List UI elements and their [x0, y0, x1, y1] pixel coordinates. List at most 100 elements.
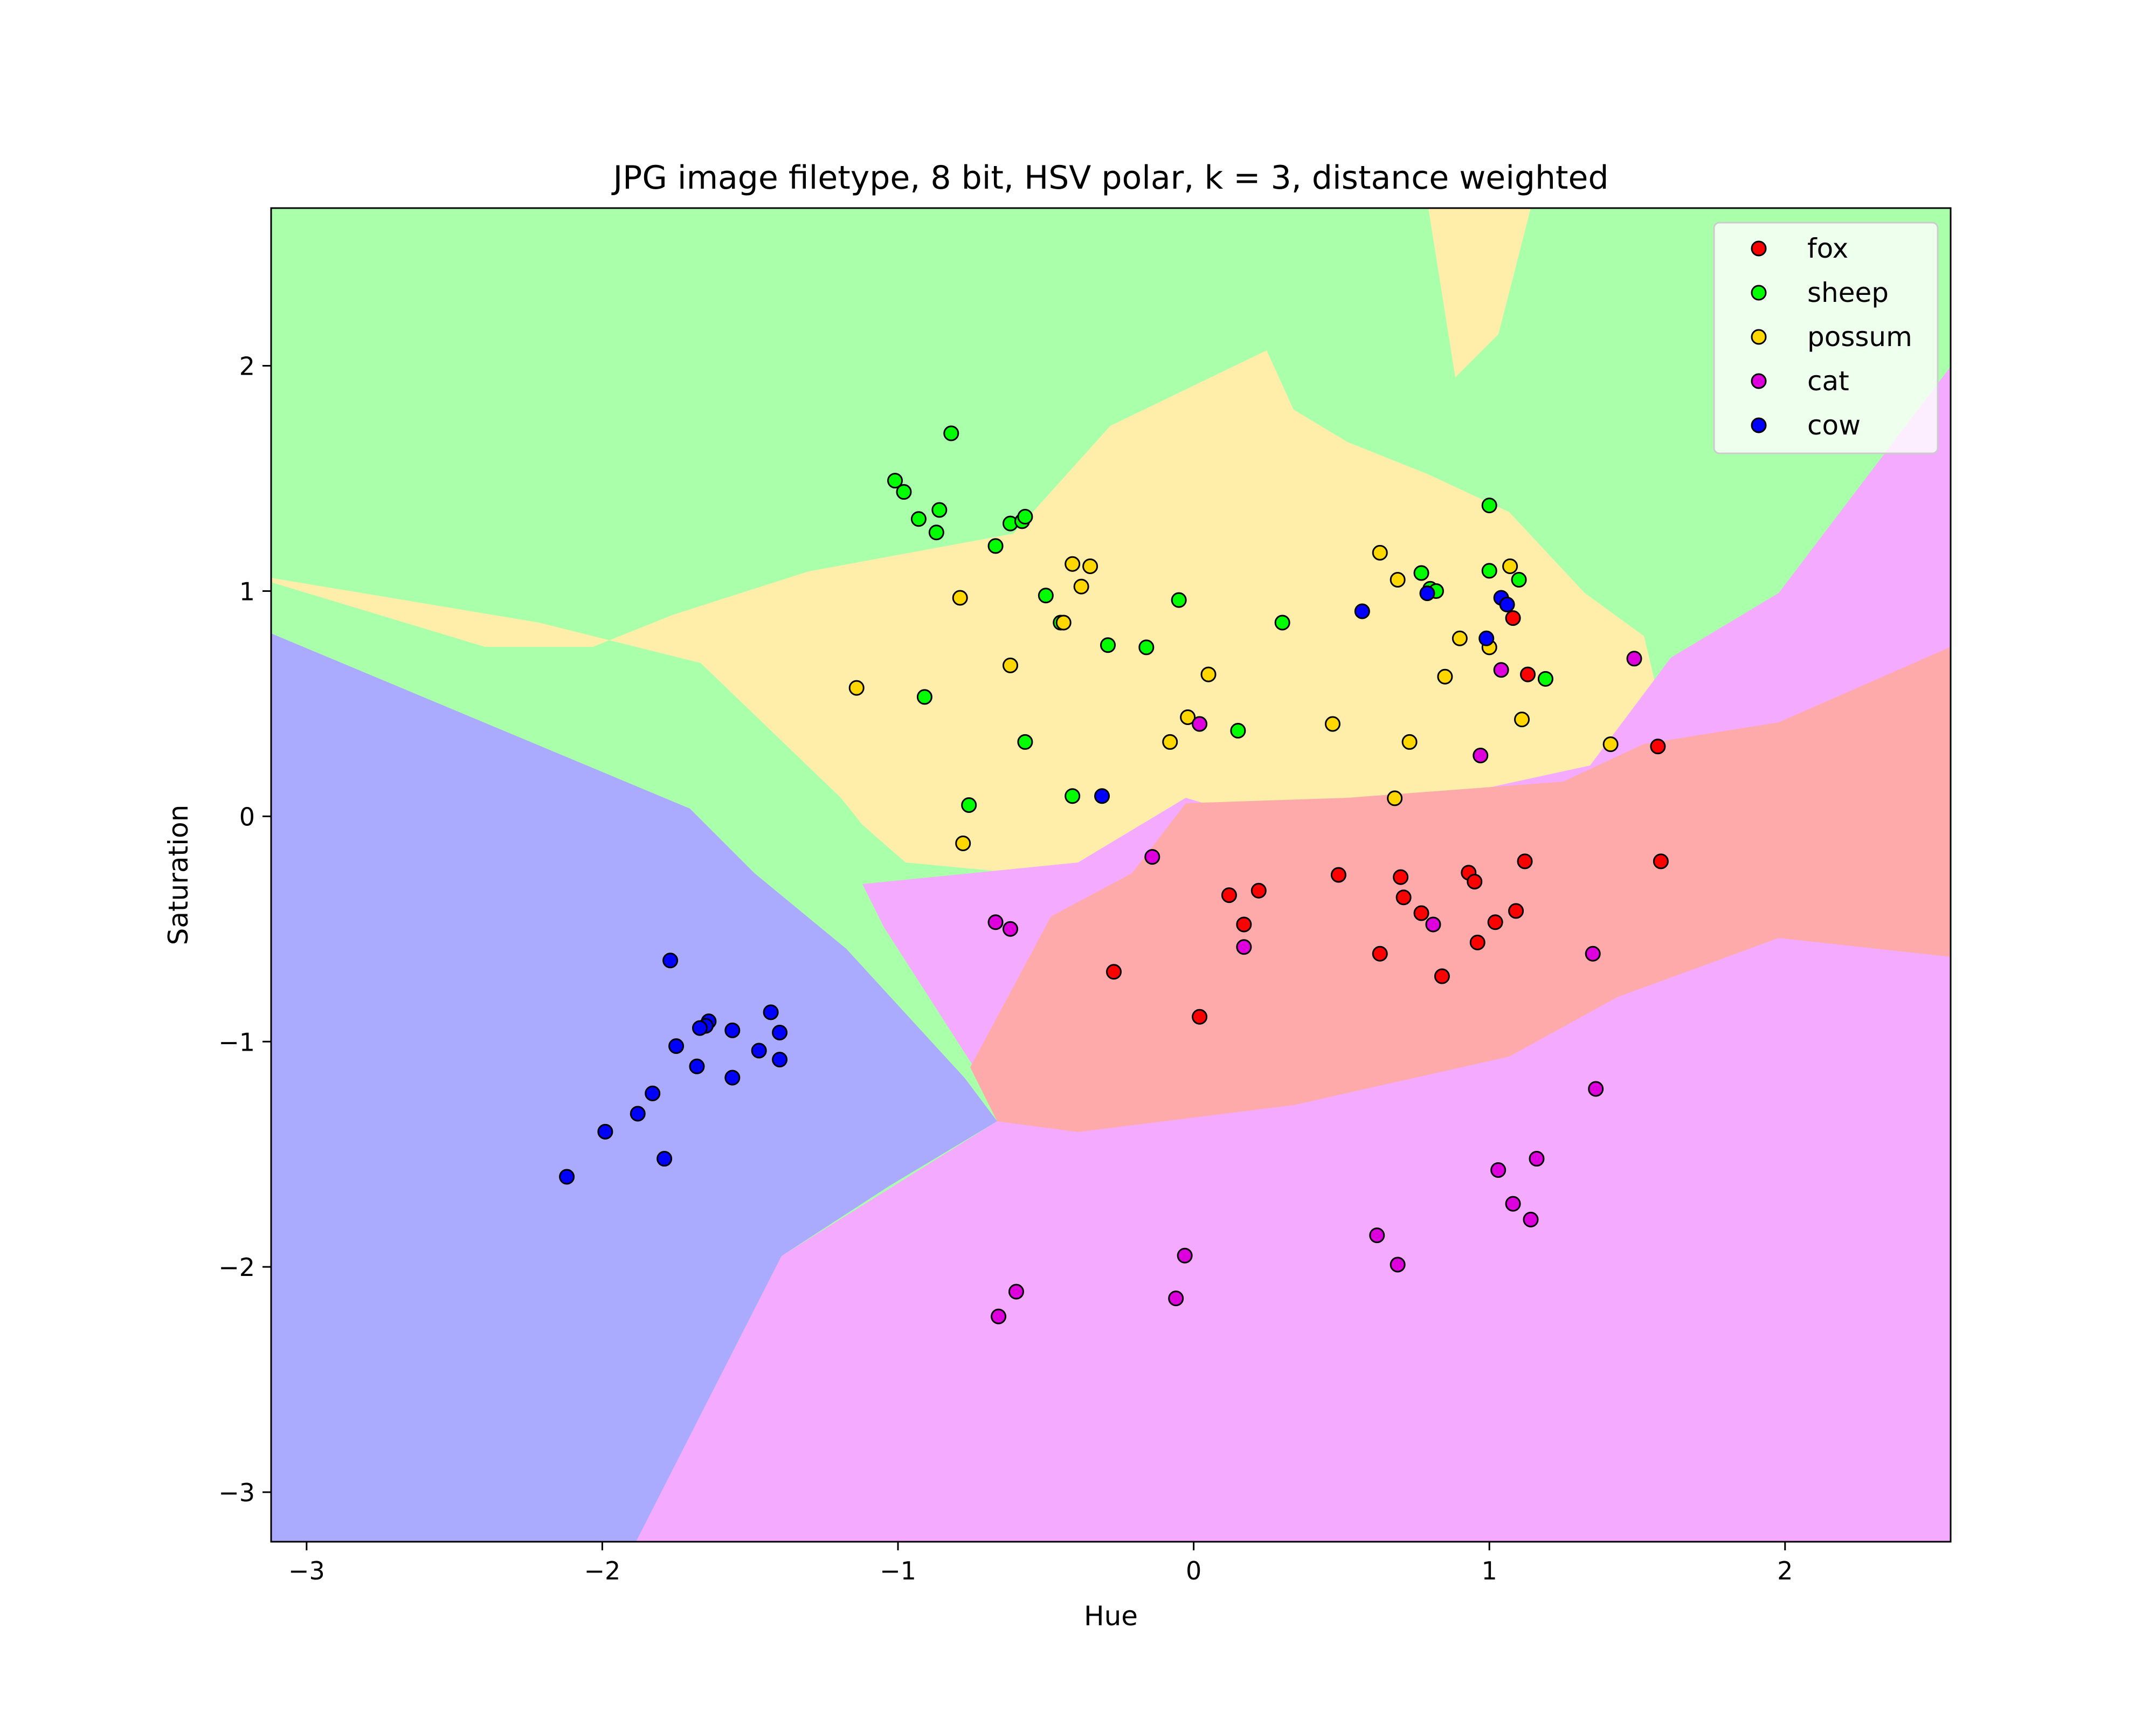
point-possum	[1082, 558, 1098, 574]
point-cat	[1585, 946, 1601, 962]
point-possum	[1437, 668, 1453, 685]
x-tick-label: 1	[1482, 1556, 1497, 1585]
legend-marker-fox	[1751, 240, 1767, 257]
point-possum	[1502, 558, 1518, 574]
point-sheep	[1017, 509, 1033, 525]
point-sheep	[1511, 572, 1527, 588]
point-cow	[751, 1043, 767, 1059]
point-fox	[1250, 882, 1267, 899]
point-fox	[1236, 916, 1252, 933]
point-cow	[657, 1151, 673, 1167]
axes: −3 −2 −1 0 1 2 −3 −2 −1 0 1 2	[218, 352, 1793, 1585]
plot-frame	[270, 207, 1952, 1543]
point-sheep	[910, 511, 927, 527]
y-axis-label: Saturation	[163, 805, 194, 946]
point-fox	[1650, 739, 1666, 755]
region-possum	[271, 350, 1671, 879]
x-tick-label: −3	[288, 1556, 325, 1585]
data-points	[559, 425, 1669, 1324]
point-fox	[1105, 964, 1122, 980]
point-cow	[630, 1106, 646, 1122]
chart-title: JPG image filetype, 8 bit, HSV polar, k …	[611, 159, 1608, 197]
point-sheep	[1274, 615, 1290, 631]
legend-marker-sheep	[1751, 285, 1767, 301]
point-sheep	[961, 797, 977, 813]
point-sheep	[1017, 734, 1033, 750]
region-fox	[970, 647, 1951, 1132]
point-possum	[1180, 709, 1196, 725]
point-possum	[952, 590, 968, 606]
point-fox	[1393, 869, 1409, 885]
point-possum	[1200, 666, 1217, 682]
point-fox	[1221, 887, 1237, 903]
x-tick-label: 0	[1186, 1556, 1201, 1585]
point-cow	[772, 1025, 788, 1041]
point-cat	[1177, 1247, 1193, 1264]
point-possum	[1387, 790, 1403, 806]
x-tick-label: −1	[880, 1556, 916, 1585]
point-cow	[597, 1123, 613, 1140]
point-possum	[1055, 615, 1072, 631]
point-sheep	[1100, 637, 1116, 653]
point-cat	[1425, 916, 1441, 933]
point-cat	[1529, 1151, 1545, 1167]
point-cow	[692, 1020, 708, 1036]
point-cat	[1390, 1257, 1406, 1273]
legend-label-cow: cow	[1807, 410, 1861, 441]
point-cow	[662, 953, 679, 969]
point-cat	[1192, 716, 1208, 732]
point-possum	[1602, 736, 1619, 753]
point-possum	[1401, 734, 1418, 750]
point-cat	[1168, 1291, 1184, 1307]
y-tick-label: −1	[218, 1027, 255, 1057]
point-cat	[1505, 1196, 1521, 1212]
legend-label-cat: cat	[1807, 365, 1849, 397]
point-possum	[1514, 712, 1530, 728]
point-sheep	[1065, 788, 1081, 804]
point-possum	[1324, 716, 1340, 732]
legend-marker-cat	[1751, 373, 1767, 389]
point-cow	[724, 1070, 741, 1086]
y-tick-label: 0	[239, 802, 255, 831]
point-fox	[1517, 853, 1533, 870]
point-sheep	[1481, 498, 1497, 514]
point-cat	[1144, 849, 1160, 865]
point-fox	[1508, 903, 1524, 919]
point-possum	[848, 680, 865, 696]
point-fox	[1505, 610, 1521, 626]
point-cat	[1369, 1227, 1385, 1244]
point-sheep	[1230, 723, 1246, 739]
point-possum	[1073, 578, 1089, 595]
point-cat	[1523, 1211, 1539, 1227]
point-fox	[1192, 1009, 1208, 1025]
point-cow	[668, 1038, 685, 1054]
point-cat	[1236, 939, 1252, 955]
point-fox	[1487, 914, 1503, 930]
point-possum	[1452, 630, 1468, 646]
point-cow	[1354, 603, 1370, 619]
point-sheep	[928, 525, 944, 541]
decision-regions	[271, 208, 1951, 1542]
point-sheep	[1171, 592, 1187, 608]
point-sheep	[1413, 565, 1429, 581]
point-sheep	[1537, 671, 1553, 687]
point-sheep	[896, 484, 912, 500]
point-cat	[1002, 921, 1018, 937]
point-fox	[1330, 867, 1346, 883]
point-possum	[1390, 572, 1406, 588]
point-cow	[1478, 630, 1495, 646]
legend-label-possum: possum	[1807, 321, 1912, 353]
point-cow	[724, 1022, 741, 1038]
point-sheep	[943, 425, 959, 441]
point-cat	[1588, 1081, 1604, 1097]
point-cat	[1626, 651, 1642, 667]
point-cow	[763, 1004, 779, 1020]
point-fox	[1467, 874, 1483, 890]
y-tick-label: −2	[218, 1253, 255, 1282]
point-sheep	[887, 473, 903, 489]
point-possum	[1162, 734, 1178, 750]
region-cow	[271, 633, 997, 1542]
point-cow	[1499, 597, 1515, 613]
